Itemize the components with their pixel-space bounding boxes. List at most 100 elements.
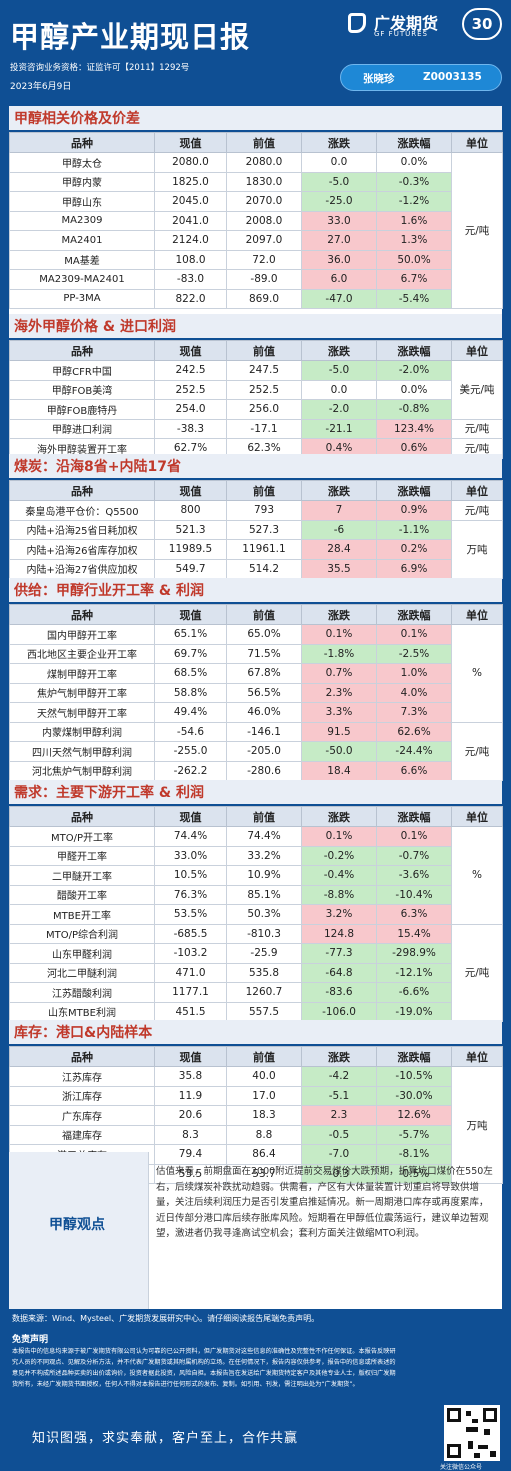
change-percent: -1.2% [376,191,452,212]
change-value: -5.0 [301,171,377,192]
row-name: PP-3MA [9,288,155,309]
column-header: 涨跌幅 [376,806,452,827]
change-value: -5.1 [301,1085,377,1106]
table-row: 内陆+沿海25省日耗加权 521.3 527.3 -6 -1.1% 万吨 [9,519,503,579]
viewpoint-label: 甲醇观点 [49,1217,105,1233]
previous-value: -205.0 [226,741,302,762]
change-value: -64.8 [301,962,377,983]
previous-value: 557.5 [226,1001,302,1022]
data-table: 品种 现值 前值 涨跌 涨跌幅 单位 秦皇岛港平仓价：Q5500 800 793 7 0.9% 元/吨… [9,480,503,579]
previous-value: 72.0 [226,249,302,270]
current-value: 800 [154,500,227,521]
row-name: 煤制甲醇开工率 [9,663,155,684]
previous-value: 40.0 [226,1066,302,1087]
table-row: MA2309-MA2401 -83.0 -89.0 6.0 6.7% [9,269,503,290]
previous-value: 10.9% [226,865,302,886]
row-name: 甲醇山东 [9,191,155,212]
current-value: 2080.0 [154,152,227,173]
unit-cell: 万吨 [451,519,503,579]
row-name: 内陆+沿海26省库存加权 [9,539,155,560]
column-header: 涨跌 [301,340,377,361]
section-title: 供给：甲醇行业开工率 & 利润 [9,578,502,604]
change-value: 7 [301,500,377,521]
change-value: -0.5 [301,1124,377,1145]
column-header: 单位 [451,1046,503,1067]
report-title: 甲醇产业期现日报 [10,20,251,54]
section-prices: 甲醇相关价格及价差 品种 现值 前值 涨跌 涨跌幅 单位 甲醇太仓 2080.0 2080.0 0.… [9,106,503,309]
change-percent: -0.7% [376,845,452,866]
change-percent: -8.1% [376,1144,452,1165]
column-header: 现值 [154,340,227,361]
row-name: 二甲醚开工率 [9,865,155,886]
change-percent: 1.6% [376,210,452,231]
qr-caption: 关注微信公众号 [440,1464,483,1471]
table-row: MA2401 2124.0 2097.0 27.0 1.3% [9,230,503,251]
column-header: 涨跌 [301,604,377,625]
table-row: 内陆+沿海26省库存加权 11989.5 11961.1 28.4 0.2% [9,539,503,560]
table-row: 二甲醚开工率 10.5% 10.9% -0.4% -3.6% [9,865,503,886]
change-value: 0.4% [301,438,377,459]
change-percent: 0.2% [376,539,452,560]
current-value: 822.0 [154,288,227,309]
change-value: -4.2 [301,1066,377,1087]
change-percent: -0.5% [376,1163,452,1184]
section-title: 煤炭：沿海8省+内陆17省 [9,454,502,480]
previous-value: 869.0 [226,288,302,309]
row-name: MA2401 [9,230,155,251]
change-percent: 12.6% [376,1105,452,1126]
previous-value: 50.3% [226,904,302,925]
row-name: 浙江库存 [9,1085,155,1106]
table-row: 煤制甲醇开工率 68.5% 67.8% 0.7% 1.0% [9,663,503,684]
current-value: 35.8 [154,1066,227,1087]
change-percent: -5.4% [376,288,452,309]
previous-value: 74.4% [226,826,302,847]
previous-value: -146.1 [226,721,302,742]
disclaimer-title: 免责声明 [12,1335,49,1345]
previous-value: -280.6 [226,760,302,781]
row-name: 天然气制甲醇开工率 [9,702,155,723]
change-percent: -3.6% [376,865,452,886]
column-header: 涨跌幅 [376,604,452,625]
row-name: 四川天然气制甲醇利润 [9,741,155,762]
current-value: 549.7 [154,558,227,579]
change-percent: -19.0% [376,1001,452,1022]
change-value: -47.0 [301,288,377,309]
change-value: 3.2% [301,904,377,925]
previous-value: 247.5 [226,360,302,381]
change-value: -8.8% [301,884,377,905]
previous-value: -810.3 [226,923,302,944]
current-value: 69.7% [154,643,227,664]
table-row: 天然气制甲醇开工率 49.4% 46.0% 3.3% 7.3% [9,702,503,723]
row-name: 河北焦炉气制甲醇利润 [9,760,155,781]
current-value: 254.0 [154,399,227,420]
data-table: 品种 现值 前值 涨跌 涨跌幅 单位 MTO/P开工率 74.4% 74.4% 0.1% 0.1%%… [9,806,503,1022]
change-value: -106.0 [301,1001,377,1022]
column-header: 涨跌幅 [376,1046,452,1067]
viewpoint-label-cell: 甲醇观点 [9,1152,149,1309]
row-name: 甲醇内蒙 [9,171,155,192]
change-value: 2.3 [301,1105,377,1126]
change-value: 2.3% [301,682,377,703]
row-name: 秦皇岛港平仓价：Q5500 [9,500,155,521]
table-row: 河北二甲醚利润 471.0 535.8 -64.8 -12.1% [9,962,503,983]
change-percent: 7.3% [376,702,452,723]
unit-cell: 元/吨 [451,418,503,439]
change-value: 0.0 [301,379,377,400]
qr-code-icon[interactable] [444,1405,500,1461]
current-value: 68.5% [154,663,227,684]
previous-value: 33.2% [226,845,302,866]
previous-value: 514.2 [226,558,302,579]
column-header: 涨跌幅 [376,132,452,153]
unit-cell: % [451,826,503,925]
table-row: 内蒙煤制甲醇利润 -54.6 -146.1 91.5 62.6% 元/吨 [9,721,503,781]
current-value: 252.5 [154,379,227,400]
table-row: 海外甲醇装置开工率 62.7% 62.3% 0.4% 0.6% 元/吨 [9,438,503,459]
previous-value: 17.0 [226,1085,302,1106]
section-title: 甲醇相关价格及价差 [9,106,502,132]
current-value: 471.0 [154,962,227,983]
change-value: -0.4% [301,865,377,886]
row-name: 江苏库存 [9,1066,155,1087]
change-value: 0.7% [301,663,377,684]
current-value: 10.5% [154,865,227,886]
current-value: 53.5 [154,1163,227,1184]
